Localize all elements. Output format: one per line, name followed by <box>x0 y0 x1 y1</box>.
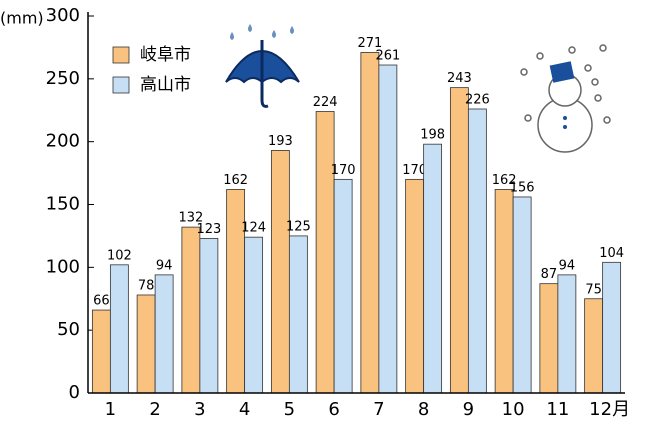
x-tick-label: 1 <box>105 399 116 420</box>
bar <box>423 143 443 394</box>
data-label: 123 <box>196 222 221 237</box>
x-tick-label: 11 <box>546 399 569 420</box>
data-label: 132 <box>178 211 203 226</box>
data-label: 125 <box>286 219 311 234</box>
bar <box>360 52 380 394</box>
data-label: 170 <box>402 163 427 178</box>
x-tick-label: 12月 <box>589 399 630 420</box>
data-label: 94 <box>156 258 173 273</box>
data-label: 124 <box>241 221 266 236</box>
legend-label: 岐阜市 <box>140 45 191 65</box>
data-label: 75 <box>585 282 602 297</box>
bar <box>315 111 335 394</box>
y-tick-label: 0 <box>69 382 80 403</box>
bar <box>512 196 532 394</box>
umbrella-icon <box>225 24 300 108</box>
data-label: 261 <box>375 49 400 64</box>
data-label: 198 <box>420 128 445 143</box>
x-tick-label: 4 <box>239 399 250 420</box>
data-label: 271 <box>357 36 382 51</box>
legend-swatch <box>112 76 130 94</box>
bar <box>539 283 559 394</box>
y-tick-label: 150 <box>46 194 80 215</box>
data-label: 94 <box>559 258 576 273</box>
data-label: 170 <box>331 163 356 178</box>
data-label: 156 <box>510 180 535 195</box>
bar <box>91 309 111 394</box>
x-tick-label: 2 <box>149 399 160 420</box>
data-label: 224 <box>313 95 338 110</box>
x-tick-label: 5 <box>284 399 295 420</box>
bar <box>557 274 577 394</box>
bar <box>449 87 469 394</box>
data-label: 226 <box>465 92 490 107</box>
legend-swatch <box>112 46 130 64</box>
data-label: 243 <box>447 71 472 86</box>
bar <box>405 178 425 394</box>
bar <box>333 178 353 394</box>
bar <box>467 108 487 394</box>
bar <box>109 264 129 394</box>
data-label: 162 <box>492 173 517 188</box>
x-tick-label: 8 <box>418 399 429 420</box>
bar <box>378 64 398 394</box>
y-tick-label: 250 <box>46 68 80 89</box>
bar <box>244 236 264 394</box>
bar <box>288 235 308 394</box>
data-label: 193 <box>268 134 293 149</box>
bar <box>199 238 219 394</box>
data-label: 66 <box>93 294 110 309</box>
x-tick-label: 6 <box>328 399 339 420</box>
y-axis-label: (mm) <box>0 9 44 28</box>
y-tick-label: 100 <box>46 256 80 277</box>
data-label: 102 <box>107 248 132 263</box>
y-tick-label: 50 <box>57 319 80 340</box>
bar <box>270 150 290 394</box>
bar <box>494 189 514 394</box>
bar <box>602 261 622 394</box>
y-tick-label: 300 <box>46 5 80 26</box>
x-tick-label: 3 <box>194 399 205 420</box>
data-label: 87 <box>541 267 558 282</box>
x-tick-label: 7 <box>373 399 384 420</box>
data-label: 104 <box>599 246 624 261</box>
bar <box>584 298 604 394</box>
y-tick-label: 200 <box>46 131 80 152</box>
legend-label: 高山市 <box>140 75 191 95</box>
snowman-icon <box>520 44 611 153</box>
data-label: 78 <box>138 278 155 293</box>
bar <box>154 274 174 394</box>
x-tick-label: 10 <box>502 399 525 420</box>
bar <box>181 226 201 394</box>
x-tick-label: 9 <box>463 399 474 420</box>
data-label: 162 <box>223 173 248 188</box>
bar <box>136 294 156 394</box>
